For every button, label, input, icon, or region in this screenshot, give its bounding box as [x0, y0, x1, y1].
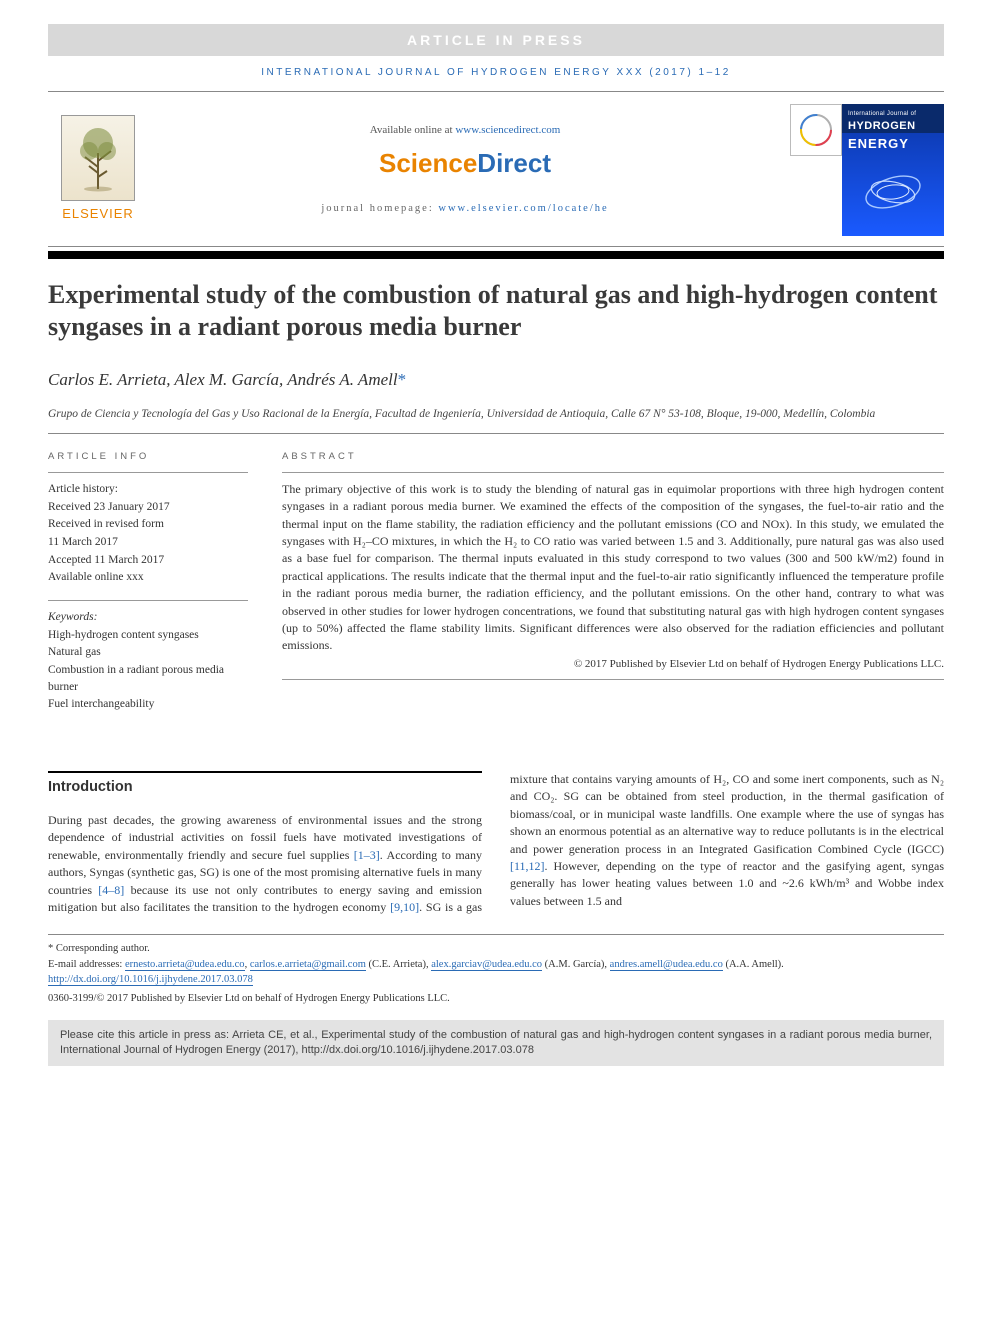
doi-link[interactable]: http://dx.doi.org/10.1016/j.ijhydene.201… — [48, 974, 253, 986]
elsevier-tree-icon — [61, 115, 135, 201]
email-3[interactable]: alex.garciav@udea.edu.co — [431, 959, 542, 971]
revised-line1: Received in revised form — [48, 516, 248, 533]
available-online-line: Available online at www.sciencedirect.co… — [148, 123, 782, 139]
keyword-2: Combustion in a radiant porous media bur… — [48, 662, 248, 695]
elsevier-wordmark: ELSEVIER — [62, 205, 134, 224]
keywords-label: Keywords: — [48, 609, 248, 626]
abstract-copyright: © 2017 Published by Elsevier Ltd on beha… — [282, 657, 944, 673]
keyword-0: High-hydrogen content syngases — [48, 627, 248, 644]
article-info-head: ARTICLE INFO — [48, 450, 248, 464]
sciencedirect-logo: ScienceDirect — [148, 145, 782, 183]
sd-logo-left: Science — [379, 148, 477, 178]
elsevier-logo: ELSEVIER — [48, 115, 148, 224]
intro-p2a: hydrogen economy — [293, 900, 390, 914]
article-title: Experimental study of the combustion of … — [48, 279, 944, 344]
ref-11-12[interactable]: [11,12] — [510, 859, 545, 873]
email-2[interactable]: carlos.e.arrieta@gmail.com — [250, 959, 366, 971]
cover-en: ENERGY — [848, 135, 938, 154]
email-1[interactable]: ernesto.arrieta@udea.edu.co — [125, 959, 245, 971]
abstract-head: ABSTRACT — [282, 450, 944, 464]
thin-rule-1 — [48, 433, 944, 434]
corresponding-author: * Corresponding author. — [48, 941, 944, 956]
journal-homepage-line: journal homepage: www.elsevier.com/locat… — [148, 201, 782, 216]
name-1: (C.E. Arrieta), — [366, 959, 431, 970]
body-two-column: Introduction During past decades, the gr… — [48, 771, 944, 916]
article-info-column: ARTICLE INFO Article history: Received 2… — [48, 450, 248, 714]
accepted: Accepted 11 March 2017 — [48, 552, 248, 569]
ref-9-10[interactable]: [9,10] — [390, 900, 419, 914]
corresponding-asterisk: * — [398, 370, 407, 389]
homepage-link[interactable]: www.elsevier.com/locate/he — [438, 203, 608, 214]
available-prefix: Available online at — [370, 124, 456, 136]
intro-p2b: . SG is a gas mixture that contains vary… — [419, 772, 944, 914]
journal-cover-thumbnail: International Journal of HYDROGEN ENERGY — [842, 104, 944, 236]
cover-ij: International Journal of — [848, 110, 938, 119]
authors-line: Carlos E. Arrieta, Alex M. García, André… — [48, 368, 944, 393]
article-in-press-banner: ARTICLE IN PRESS — [48, 24, 944, 56]
sd-logo-right: Direct — [477, 148, 551, 178]
email-4[interactable]: andres.amell@udea.edu.co — [610, 959, 723, 971]
intro-p2c: . However, depending on the type of reac… — [510, 859, 944, 908]
footnotes: * Corresponding author. E-mail addresses… — [48, 934, 944, 1006]
thin-rule-2 — [48, 730, 944, 731]
affiliation: Grupo de Ciencia y Tecnología del Gas y … — [48, 406, 944, 423]
name-2: (A.M. García), — [542, 959, 610, 970]
please-cite-box: Please cite this article in press as: Ar… — [48, 1020, 944, 1066]
emails-line: E-mail addresses: ernesto.arrieta@udea.e… — [48, 957, 944, 972]
keyword-3: Fuel interchangeability — [48, 696, 248, 713]
revised-line2: 11 March 2017 — [48, 534, 248, 551]
crossmark-icon[interactable] — [790, 104, 842, 156]
abstract-column: ABSTRACT The primary objective of this w… — [282, 450, 944, 714]
homepage-prefix: journal homepage: — [321, 203, 438, 214]
ref-1-3[interactable]: [1–3] — [354, 848, 380, 862]
received: Received 23 January 2017 — [48, 499, 248, 516]
thick-rule — [48, 251, 944, 259]
header-box: ELSEVIER Available online at www.science… — [48, 91, 944, 247]
cover-hy: HYDROGEN — [848, 119, 938, 135]
keyword-1: Natural gas — [48, 644, 248, 661]
introduction-heading: Introduction — [48, 771, 482, 798]
authors-text: Carlos E. Arrieta, Alex M. García, André… — [48, 370, 398, 389]
history-label: Article history: — [48, 481, 248, 498]
cover-swirl-icon — [848, 154, 938, 230]
journal-citation-line: INTERNATIONAL JOURNAL OF HYDROGEN ENERGY… — [48, 66, 944, 81]
available-online: Available online xxx — [48, 569, 248, 586]
ref-4-8[interactable]: [4–8] — [98, 883, 124, 897]
abstract-text: The primary objective of this work is to… — [282, 481, 944, 655]
name-3: (A.A. Amell). — [723, 959, 784, 970]
sciencedirect-link[interactable]: www.sciencedirect.com — [455, 124, 560, 136]
emails-label: E-mail addresses: — [48, 959, 125, 970]
issn-line: 0360-3199/© 2017 Published by Elsevier L… — [48, 991, 944, 1006]
